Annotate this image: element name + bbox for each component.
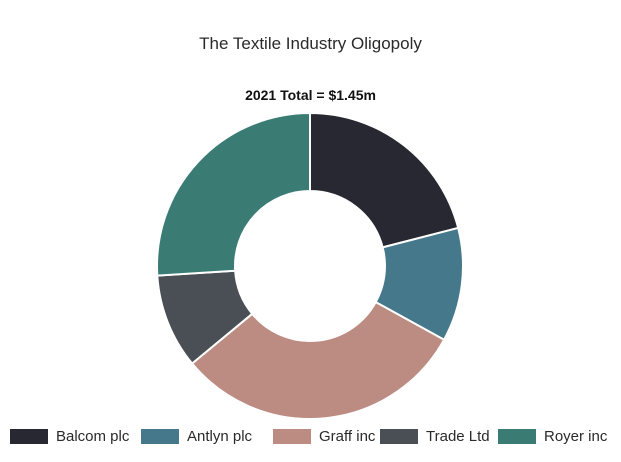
- chart-subtitle: 2021 Total = $1.45m: [245, 87, 376, 103]
- legend-swatch: [10, 428, 48, 444]
- legend-swatch: [380, 428, 418, 444]
- legend-label: Graff inc: [319, 427, 376, 445]
- donut-slice-graff-inc[interactable]: [190, 300, 446, 420]
- legend-item-royer[interactable]: Royer inc: [498, 425, 607, 447]
- legend-swatch: [273, 428, 311, 444]
- legend-swatch: [498, 428, 536, 444]
- donut-slice-balcom-plc[interactable]: [309, 111, 460, 249]
- donut-slice-royer-inc[interactable]: [156, 111, 311, 277]
- legend-item-antlyn[interactable]: Antlyn plc: [141, 425, 252, 447]
- legend-item-graff[interactable]: Graff inc: [273, 425, 375, 447]
- legend-swatch: [141, 428, 179, 444]
- chart-title: The Textile Industry Oligopoly: [199, 34, 422, 53]
- legend-item-balcom[interactable]: Balcom plc: [10, 425, 129, 447]
- legend-label: Royer inc: [544, 427, 608, 445]
- legend-label: Antlyn plc: [187, 427, 253, 445]
- legend-label: Balcom plc: [56, 427, 130, 445]
- legend-item-trade[interactable]: Trade Ltd: [380, 425, 490, 447]
- chart-legend: Balcom plc Antlyn plc Graff inc Trade Lt…: [10, 425, 615, 447]
- legend-label: Trade Ltd: [426, 427, 490, 445]
